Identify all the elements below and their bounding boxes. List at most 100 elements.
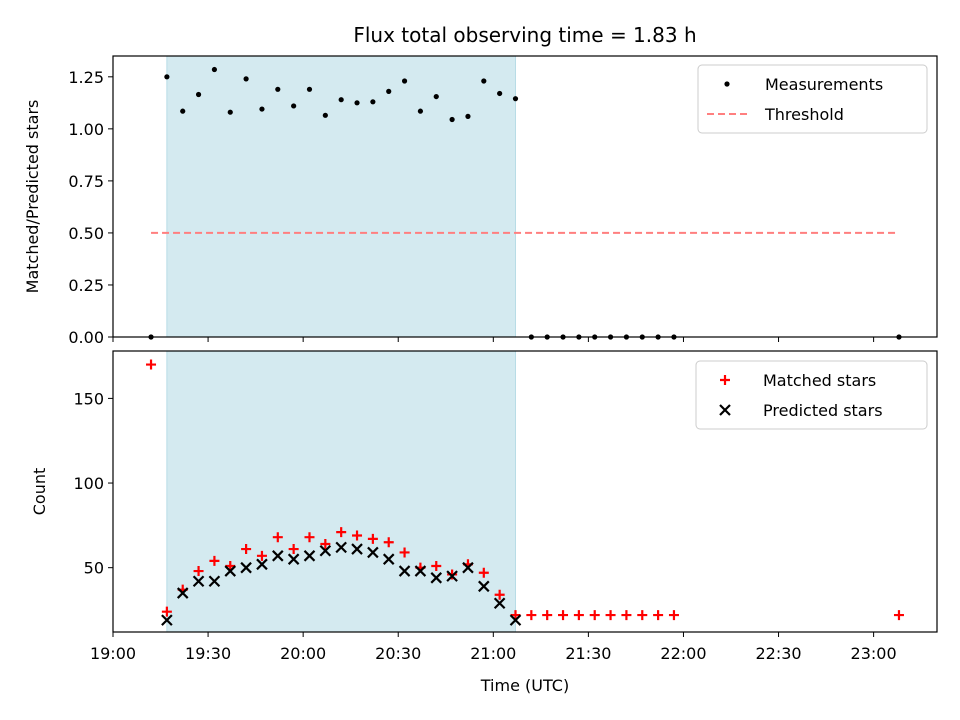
predicted-star-point (493, 597, 506, 610)
y-tick-label: 100 (73, 474, 104, 493)
predicted-star-point (224, 565, 237, 577)
matched-star-point (542, 610, 553, 621)
measurement-point (164, 74, 170, 80)
matched-star-point (193, 566, 204, 577)
predicted-star-point (176, 587, 189, 599)
legend-label: Measurements (765, 75, 883, 94)
x-tick-label: 21:00 (470, 644, 516, 663)
matched-star-point (573, 610, 584, 621)
matched-star-point (494, 589, 505, 600)
matched-star-point (367, 533, 378, 544)
legend-plus-marker (720, 375, 730, 385)
predicted-star-point (446, 570, 458, 582)
matched-star-point (510, 610, 521, 621)
legend: Matched stars Predicted stars (695, 360, 928, 430)
matched-star-point (478, 567, 489, 578)
y-axis-label: Matched/Predicted stars (23, 100, 42, 294)
measurement-point (370, 99, 376, 105)
predicted-star-point (303, 550, 316, 562)
x-tick-label: 19:00 (90, 644, 136, 663)
matched-star-point (605, 610, 616, 621)
x-axis-label: Time (UTC) (480, 676, 569, 695)
measurement-point (243, 76, 249, 82)
matched-star-point (256, 550, 267, 561)
y-tick-label: 50 (84, 559, 104, 578)
x-tick-label: 19:30 (185, 644, 231, 663)
x-tick-label: 22:30 (755, 644, 801, 663)
observing-window-band (166, 56, 516, 337)
y-tick-label: 0.00 (68, 328, 104, 347)
predicted-star-point (161, 614, 173, 626)
predicted-star-point (208, 575, 221, 587)
matched-star-point (431, 560, 442, 571)
matched-star-point (668, 610, 679, 621)
matched-star-point (161, 606, 172, 617)
predicted-star-point (192, 575, 205, 587)
predicted-star-point (398, 565, 411, 577)
matched-star-point (589, 610, 600, 621)
predicted-star-point (367, 546, 379, 559)
matched-star-point (352, 530, 363, 541)
measurement-point (449, 116, 455, 123)
predicted-star-point (287, 553, 300, 565)
matched-star-point (893, 610, 904, 621)
x-tick-label: 21:30 (565, 644, 611, 663)
predicted-star-point (462, 561, 474, 574)
axes-frame (112, 350, 938, 633)
ratio-panel: 0.00 0.25 0.50 0.75 1.00 1.25 Matched/Predicte… (23, 55, 938, 347)
legend-box (695, 360, 928, 430)
matched-star-point (653, 610, 664, 621)
measurement-point (211, 66, 218, 73)
observing-window-band (166, 351, 516, 632)
count-panel: 50 100 150 19:00 19:30 20:00 20:30 21:00 21:30 22… (30, 350, 938, 663)
measurement-point (417, 108, 424, 114)
measurement-point (291, 103, 297, 109)
matched-star-point (558, 610, 569, 621)
matched-star-point (241, 544, 252, 555)
y-tick-label: 0.50 (68, 224, 104, 243)
matched-star-point (225, 560, 236, 571)
x-tick-label: 20:00 (280, 644, 326, 663)
y-tick-label: 1.25 (68, 68, 104, 87)
measurement-point (481, 78, 487, 84)
predicted-star-point (351, 543, 363, 555)
legend-dot-marker (724, 81, 730, 87)
measurement-point (354, 100, 360, 106)
predicted-star-point (509, 614, 522, 626)
y-tick-label: 150 (73, 389, 104, 408)
matched-star-point (288, 544, 299, 555)
predicted-star-point (478, 580, 490, 593)
matched-star-point (621, 610, 632, 621)
predicted-star-point (430, 572, 443, 584)
matched-star-point (399, 547, 410, 558)
predicted-star-point (335, 541, 347, 554)
x-tick-label: 22:00 (660, 644, 706, 663)
matched-star-point (637, 610, 648, 621)
matched-star-point (209, 555, 220, 566)
x-tick-label: 20:30 (375, 644, 421, 663)
measurement-point (275, 86, 281, 92)
predicted-star-point (319, 544, 332, 557)
legend: Measurements Threshold (697, 64, 928, 134)
series-measurements (148, 66, 902, 340)
matched-star-point (272, 532, 283, 543)
series-predicted-stars (161, 541, 522, 626)
predicted-star-point (382, 553, 395, 565)
measurement-point (433, 93, 439, 100)
measurement-point (465, 113, 471, 119)
predicted-star-point (272, 550, 284, 562)
predicted-star-point (256, 558, 268, 571)
y-axis-label: Count (30, 468, 49, 516)
chart-title: Flux total observing time = 1.83 h (353, 23, 696, 47)
matched-star-point (146, 359, 157, 370)
measurement-point (401, 78, 408, 84)
measurement-point (497, 90, 503, 97)
legend-x-marker (719, 404, 731, 416)
measurement-point (195, 91, 202, 98)
measurement-point (259, 106, 265, 112)
legend-box (697, 64, 928, 134)
y-tick-label: 1.00 (68, 120, 104, 139)
y-tick-label: 0.75 (68, 172, 104, 191)
y-tick-label: 0.25 (68, 276, 104, 295)
